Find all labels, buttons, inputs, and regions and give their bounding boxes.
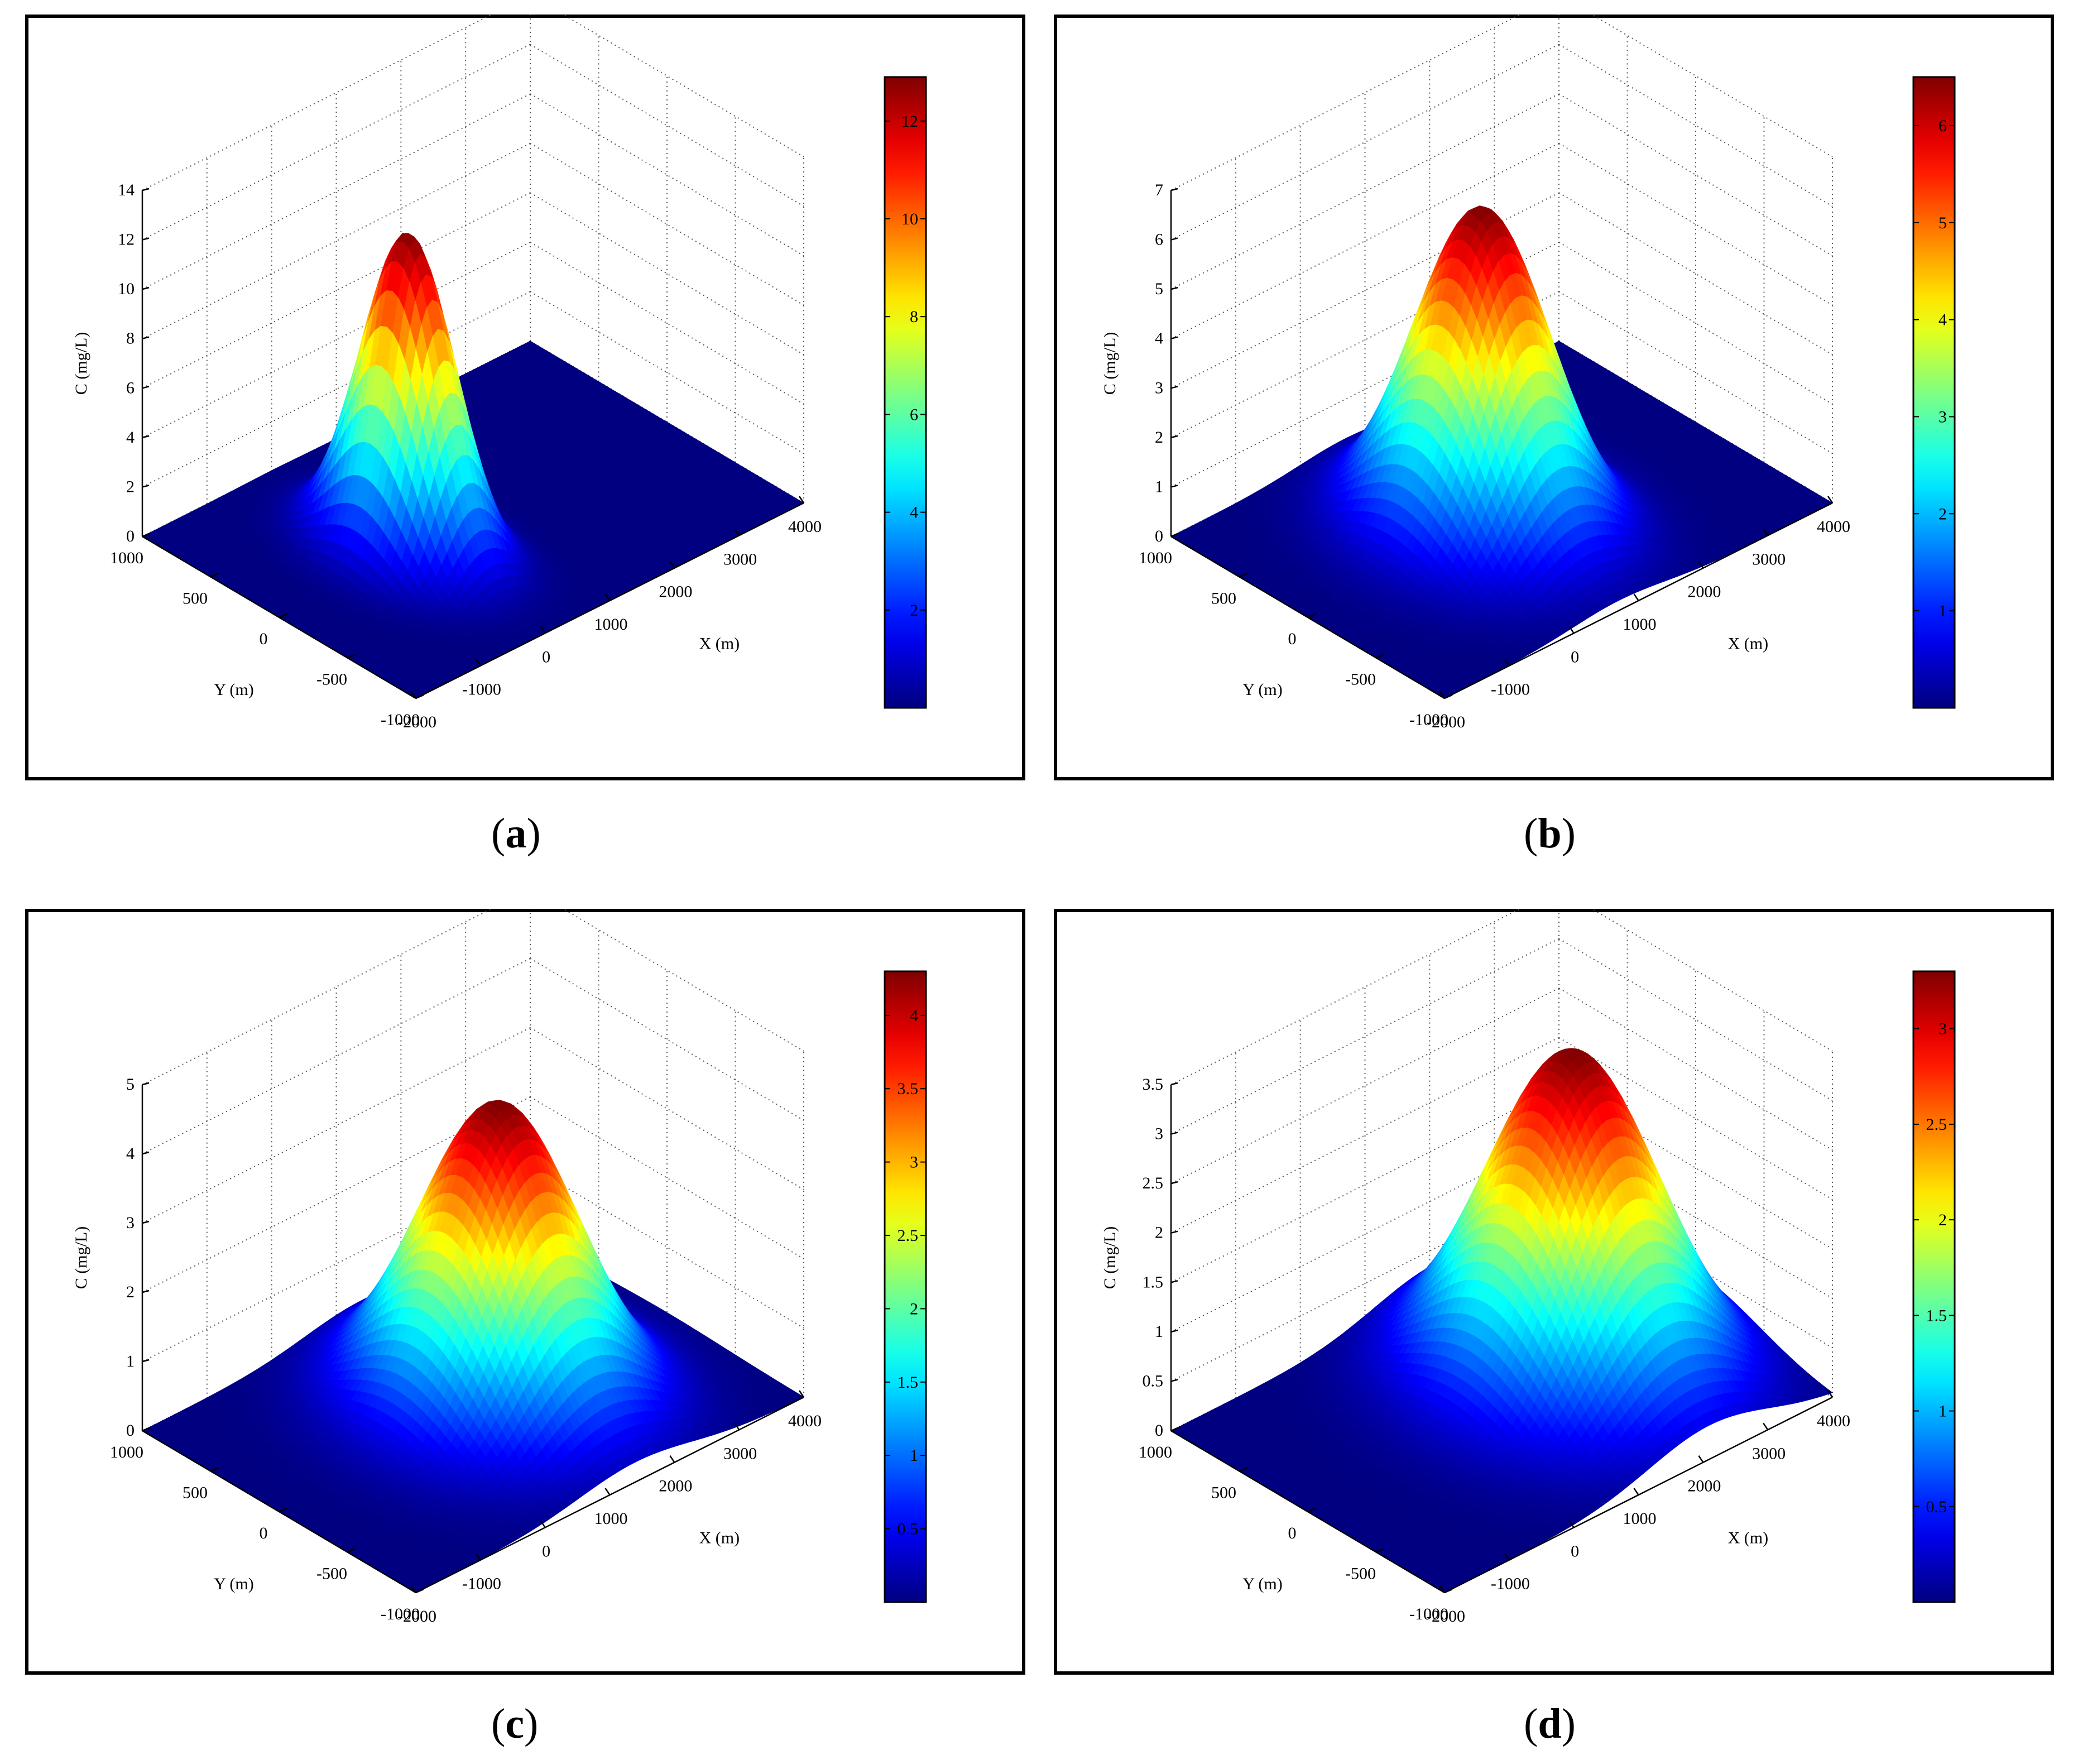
grid-line <box>1170 44 1559 241</box>
y-tick-label: -1000 <box>381 711 420 729</box>
z-tick <box>142 336 150 339</box>
colorbar-tick-label: 4 <box>910 504 918 522</box>
x-tick <box>669 560 675 569</box>
z-tick-label: 3 <box>1155 378 1163 397</box>
x-tick-label: 3000 <box>723 550 757 568</box>
z-tick <box>1170 386 1178 389</box>
colorbar-tick-label: 12 <box>901 112 918 131</box>
z-axis-label: C (mg/L) <box>72 332 90 395</box>
x-tick <box>475 658 481 667</box>
z-tick-label: 6 <box>1155 231 1163 249</box>
x-tick-label: -1000 <box>462 680 501 699</box>
colorbar-tick-label: 8 <box>910 308 918 326</box>
x-tick <box>798 496 805 504</box>
grid-line <box>142 142 531 339</box>
z-axis-label: C (mg/L) <box>1101 332 1119 395</box>
z-tick <box>1170 435 1178 439</box>
z-tick <box>142 188 150 191</box>
y-axis-label: Y (m) <box>214 680 253 699</box>
chart-panel-a: 0 2 4 6 8 10 12 14 C (mg/L) -2000 -1000 0 1000 2000 30… <box>25 15 1025 780</box>
x-tick-label: 2000 <box>659 583 692 601</box>
z-tick <box>1170 286 1178 290</box>
z-tick-label: 12 <box>118 231 135 249</box>
x-tick <box>604 593 611 601</box>
x-tick <box>734 528 740 536</box>
colorbar-tick-label: 6 <box>910 405 918 424</box>
y-tick <box>347 654 356 659</box>
z-tick <box>1170 188 1178 191</box>
z-tick-label: 10 <box>118 280 135 298</box>
grid-line <box>142 44 531 241</box>
z-tick-label: 0 <box>126 527 135 545</box>
y-tick <box>415 694 424 699</box>
x-tick <box>410 691 417 699</box>
surface <box>142 233 804 699</box>
z-tick <box>1170 336 1178 339</box>
z-tick-label: 2 <box>1155 428 1163 447</box>
x-tick-label: -2000 <box>397 713 436 731</box>
z-tick-label: 14 <box>118 181 135 199</box>
z-tick-label: 1 <box>1155 477 1163 496</box>
x-tick-label: 4000 <box>788 517 822 536</box>
y-tick <box>142 532 151 538</box>
z-tick <box>1170 237 1178 241</box>
z-tick <box>142 286 150 290</box>
colorbar-tick-label: 10 <box>901 210 918 228</box>
grid-line <box>142 15 493 191</box>
grid-line <box>142 93 531 290</box>
x-tick <box>540 626 546 634</box>
y-tick-label: 500 <box>183 589 208 608</box>
colorbar <box>884 76 927 709</box>
colorbar-tick-label: 2 <box>910 601 918 620</box>
z-tick <box>142 237 150 241</box>
z-tick <box>1170 485 1178 488</box>
grid-line <box>1170 93 1559 290</box>
x-tick-label: 1000 <box>594 615 628 634</box>
z-tick-label: 0 <box>1155 527 1163 545</box>
x-axis-label: X (m) <box>699 635 740 653</box>
y-tick <box>279 613 287 619</box>
z-tick-label: 5 <box>1155 280 1163 298</box>
y-tick-label: 0 <box>260 630 268 648</box>
grid-line <box>1170 142 1559 339</box>
z-tick-label: 8 <box>126 329 135 348</box>
z-tick-label: 2 <box>126 477 135 496</box>
z-tick-label: 6 <box>126 378 135 397</box>
y-tick-label: -500 <box>316 670 347 689</box>
z-tick <box>142 435 150 439</box>
z-tick-label: 7 <box>1155 181 1163 199</box>
surface <box>1170 205 1833 699</box>
z-tick-label: 4 <box>126 428 135 447</box>
y-tick <box>210 573 219 578</box>
z-tick-label: 4 <box>1155 329 1163 348</box>
y-tick-label: 1000 <box>110 549 143 567</box>
z-tick <box>142 386 150 389</box>
x-tick-label: 0 <box>542 648 550 666</box>
panel-label-a: (a) <box>491 810 541 857</box>
z-tick <box>142 485 150 488</box>
grid-line <box>1170 15 1522 191</box>
